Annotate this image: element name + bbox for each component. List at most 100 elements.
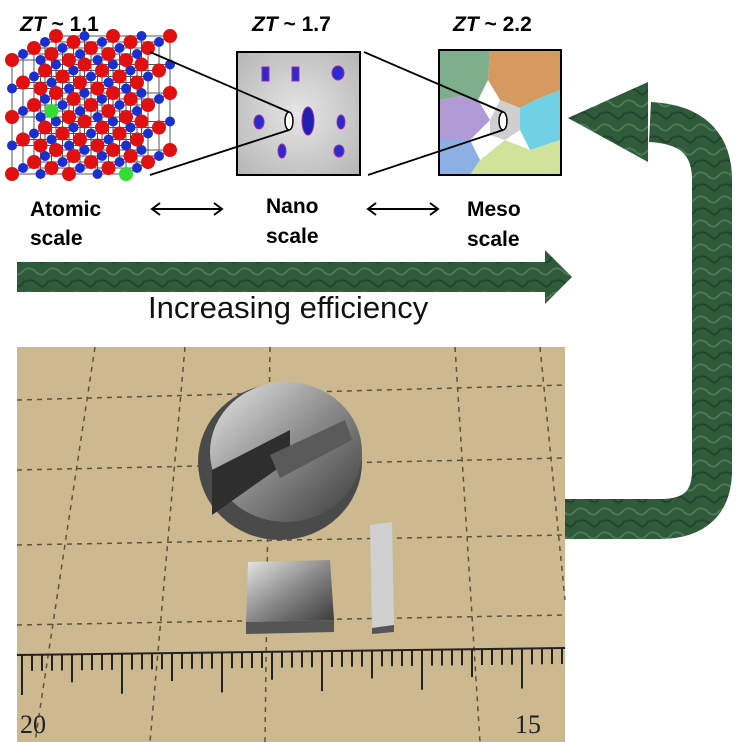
atom-blue [103,77,114,88]
atom-blue [68,65,79,76]
atom-blue [79,88,90,98]
atom-blue [75,106,85,116]
feedback-curved-arrow [528,82,732,539]
atom-red [5,167,19,181]
double-arrow-icons [150,202,440,216]
atomic-lattice-illustration [5,29,177,181]
atom-blue [51,116,61,127]
atom-red [55,126,70,141]
atom-red [123,149,138,163]
atom-red [119,167,133,181]
atom-red [112,69,127,84]
atom-blue [92,169,103,179]
atom-blue [79,31,90,41]
atom-blue [108,116,118,127]
atom-blue [86,128,96,139]
atom-red [73,132,87,147]
atom-red [134,57,149,72]
atom-red [62,53,76,67]
atom-red [16,75,30,90]
atom-red [106,29,120,43]
atom-blue [121,83,131,94]
atom-blue [136,31,147,41]
atom-red [112,126,127,141]
atom-blue [18,163,28,173]
atom-red [95,120,109,135]
atom-red [55,69,70,84]
atom-blue [7,140,17,151]
zt-label-nano: ZT ~ 1.7 [251,13,331,36]
atom-blue [154,151,164,161]
atom-red [16,132,30,147]
atom-blue [18,49,28,59]
atom-blue [154,37,164,47]
atom-blue [68,122,79,133]
efficiency-arrow [17,250,572,304]
atom-red [66,92,81,106]
atom-blue [103,134,114,145]
atom-blue [7,83,17,94]
atom-blue [92,112,103,122]
atom-blue [121,140,131,151]
atom-red [5,110,19,124]
atom-blue [64,83,74,94]
atom-red [152,63,166,78]
atom-blue [165,116,175,127]
atom-red [84,41,98,55]
atom-blue [108,59,118,70]
atom-red [77,57,92,72]
atom-red [73,75,87,90]
atom-blue [114,100,125,110]
atom-blue [132,163,142,173]
atom-red [62,110,76,124]
atom-blue [40,37,50,47]
atom-red [27,155,41,169]
atom-red [141,41,155,55]
atom-blue [132,106,142,116]
atom-red [163,29,177,43]
atom-red [130,75,144,90]
atom-red [119,110,133,124]
atom-red [84,98,98,112]
zt-label-meso: ZT ~ 2.2 [452,13,532,36]
atom-blue [46,134,57,145]
atom-blue [136,88,147,98]
atom-red [49,29,63,43]
nano-scale-label-line2: scale [266,225,319,248]
atom-red [44,104,59,118]
atom-red [106,86,120,100]
atomic-scale-label-line1: Atomic [30,198,101,221]
atom-red [90,138,105,153]
atom-blue [154,94,164,104]
atom-red [27,98,41,112]
nano-scale-label-line1: Nano [266,195,319,218]
atom-blue [29,71,39,82]
atom-red [101,161,116,175]
atom-red [163,143,177,157]
atom-blue [46,77,57,88]
atom-red [27,41,41,55]
atom-red [123,92,138,106]
atom-blue [114,157,125,167]
atom-red [44,161,59,175]
atom-red [141,98,155,112]
atom-red [134,114,149,129]
atom-blue [143,128,153,139]
atom-red [33,138,48,153]
meso-scale-label-line1: Meso [467,198,521,221]
atom-blue [75,49,85,59]
atom-blue [125,122,136,133]
atom-red [77,114,92,129]
zoom-connector-lines [149,51,504,176]
atom-blue [35,55,46,65]
atom-blue [92,55,103,65]
atom-red [141,155,155,169]
atom-blue [40,151,50,161]
atom-blue [79,145,90,155]
atom-blue [97,94,107,104]
atom-red [106,143,120,157]
meso-scale-label-line2: scale [467,228,520,251]
atom-red [44,47,59,61]
atom-blue [57,157,68,167]
